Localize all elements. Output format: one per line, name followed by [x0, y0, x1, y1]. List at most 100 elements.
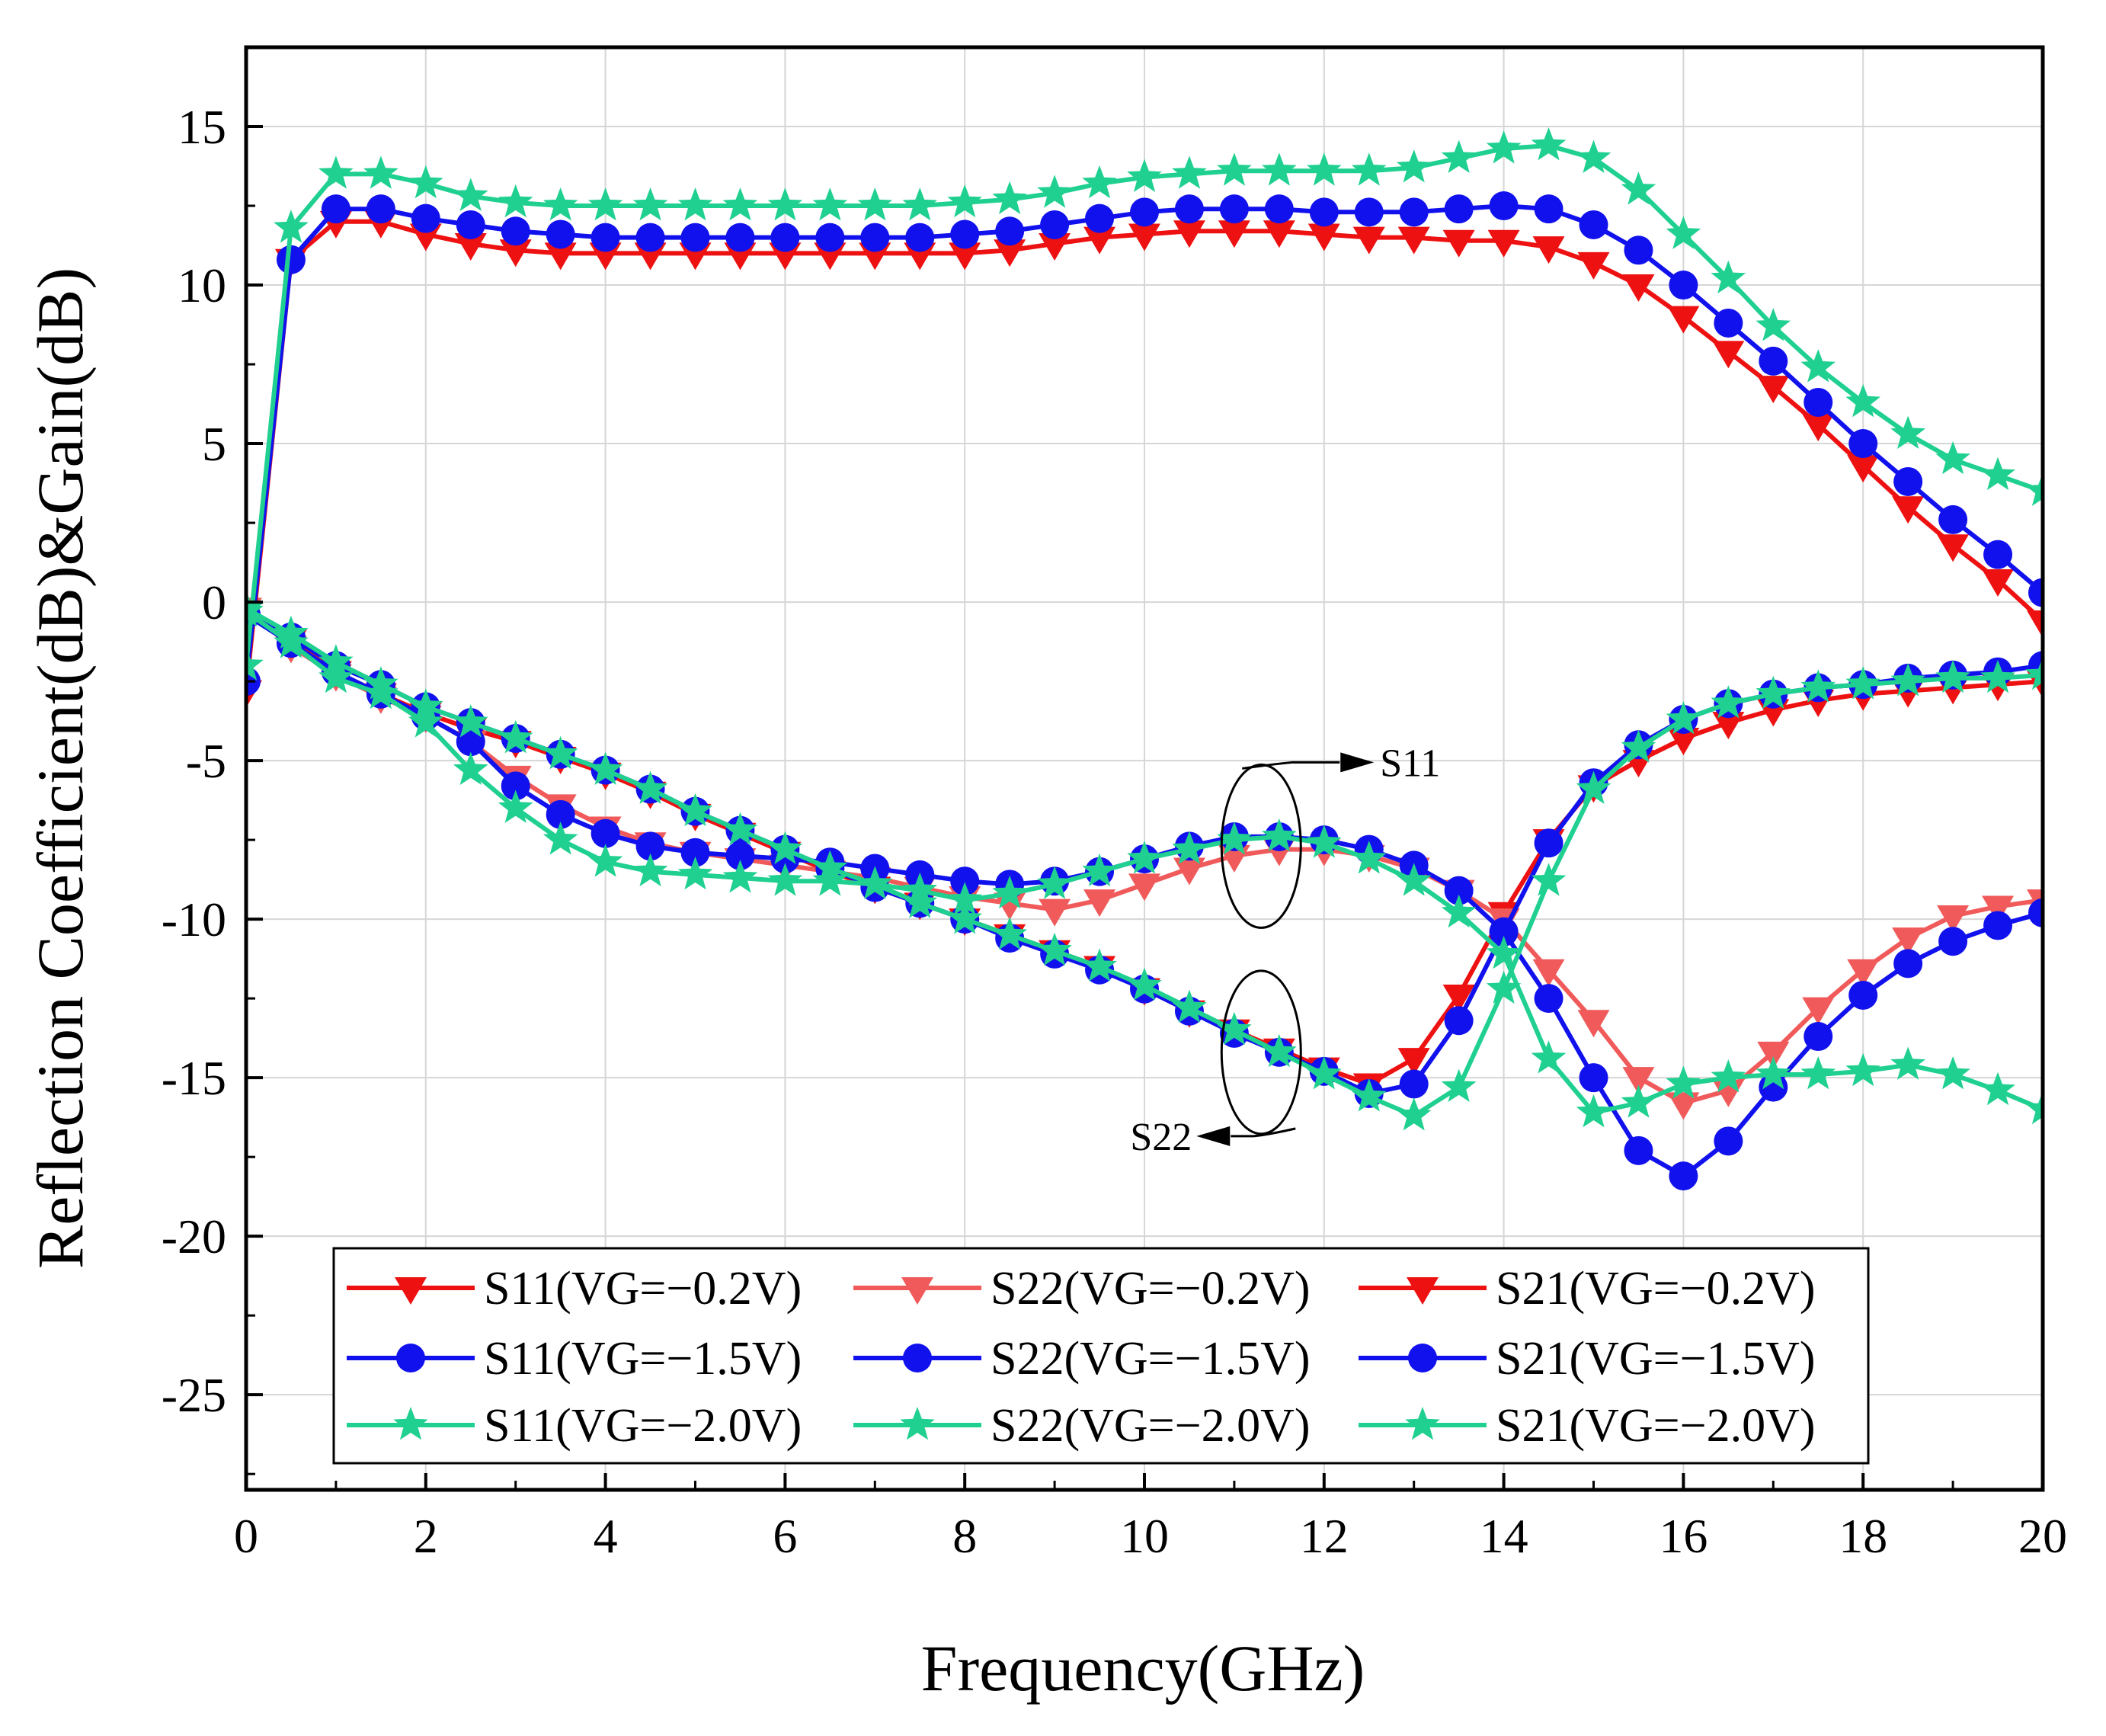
legend-item: S21(VG=−0.2V) [1359, 1263, 1816, 1315]
data-point [949, 242, 981, 271]
data-point [1711, 685, 1746, 719]
y-tick-label: -15 [162, 1051, 226, 1105]
data-point [1217, 1011, 1252, 1046]
data-point [321, 194, 350, 224]
data-point [1489, 917, 1519, 946]
data-point [454, 232, 487, 261]
data-point [1531, 863, 1567, 896]
data-point [1442, 229, 1475, 258]
data-point [1531, 1040, 1567, 1074]
data-point [587, 187, 623, 221]
data-point [725, 841, 755, 870]
data-point [1534, 828, 1563, 858]
data-point [677, 793, 713, 827]
y-tick-label: -20 [162, 1209, 226, 1264]
data-point [1892, 927, 1925, 956]
annotation-arrow-s22 [1231, 1127, 1296, 1138]
data-point [453, 751, 488, 785]
data-point [1577, 251, 1610, 280]
data-point [1756, 1056, 1791, 1090]
data-point [1845, 1052, 1880, 1087]
data-point [635, 223, 665, 252]
legend-marker [1405, 1407, 1440, 1440]
x-tick-label: 2 [414, 1509, 438, 1563]
data-point [1890, 663, 1925, 697]
data-point [1487, 229, 1520, 258]
data-point [1804, 1022, 1833, 1052]
x-tick-label: 16 [1659, 1509, 1708, 1563]
data-point [1397, 226, 1430, 255]
data-point [1217, 822, 1252, 855]
data-point [1262, 818, 1297, 852]
data-point [1576, 770, 1612, 804]
data-point [1082, 948, 1117, 982]
data-point [1622, 1067, 1655, 1095]
data-point [1351, 152, 1387, 186]
x-tick-label: 10 [1120, 1509, 1169, 1563]
data-point [1890, 415, 1925, 449]
annotation-ellipse-s22 [1220, 969, 1302, 1135]
data-point [1804, 387, 1833, 417]
legend-item: S22(VG=−2.0V) [853, 1400, 1311, 1452]
data-point [456, 210, 485, 239]
legend-box [332, 1247, 1870, 1465]
data-point [1444, 1006, 1474, 1036]
data-point [408, 165, 443, 199]
data-point [1937, 534, 1970, 562]
data-point [1622, 274, 1655, 303]
data-point [1399, 197, 1429, 227]
annotation-arrow-s11 [1242, 761, 1340, 770]
legend-marker [901, 1277, 933, 1305]
data-point [1172, 155, 1207, 189]
data-point [1667, 306, 1700, 334]
data-point [1577, 1010, 1610, 1038]
data-point [274, 625, 309, 658]
data-point [1667, 727, 1700, 755]
data-point [770, 223, 800, 252]
data-point [857, 187, 893, 221]
data-point [1576, 1094, 1612, 1128]
data-point [722, 812, 758, 845]
legend-marker [903, 1344, 932, 1372]
legend-label: S11(VG=−2.0V) [484, 1400, 802, 1452]
data-point [1712, 341, 1745, 369]
x-tick-label: 8 [952, 1509, 977, 1563]
series-5 [246, 191, 2043, 697]
data-point [543, 187, 578, 221]
data-point [1441, 139, 1477, 173]
data-point [1262, 1033, 1297, 1068]
data-point [1396, 1097, 1432, 1131]
data-point [1800, 349, 1836, 383]
data-point [635, 831, 665, 861]
data-point [950, 219, 980, 249]
legend-item: S11(VG=−1.5V) [347, 1333, 802, 1385]
data-point [1128, 873, 1160, 902]
data-point [1534, 194, 1563, 224]
data-point [1442, 984, 1475, 1012]
data-point [411, 203, 440, 233]
data-point [246, 647, 264, 681]
data-point [1219, 194, 1249, 224]
legend-item: S21(VG=−2.0V) [1359, 1400, 1816, 1452]
data-point [947, 882, 982, 915]
data-point [1980, 456, 2015, 491]
data-point [722, 860, 758, 893]
y-tick-label: 15 [178, 100, 226, 154]
data-point [2028, 898, 2043, 927]
data-point [1938, 504, 1968, 534]
data-point [860, 223, 890, 252]
y-tick-label: 10 [178, 258, 226, 312]
legend-marker [1408, 1344, 1437, 1372]
series-7 [246, 593, 2043, 1128]
data-point [992, 875, 1027, 909]
data-point [1579, 1063, 1608, 1093]
data-point [1354, 197, 1384, 227]
data-point [1173, 857, 1205, 886]
data-point [902, 885, 938, 918]
data-point [1756, 675, 1791, 709]
data-point [498, 184, 533, 218]
legend-item: S21(VG=−1.5V) [1359, 1333, 1816, 1385]
data-point [2025, 472, 2043, 506]
data-point [1534, 984, 1563, 1014]
data-point [1624, 235, 1653, 265]
